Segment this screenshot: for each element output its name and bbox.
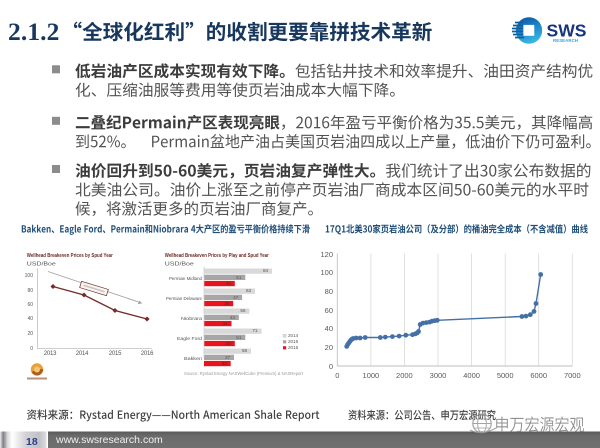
svg-text:Niobrara: Niobrara <box>181 316 202 322</box>
svg-text:Wellhead Breakeven Prices by P: Wellhead Breakeven Prices by Play and Sp… <box>165 253 270 259</box>
svg-text:RESEARCH: RESEARCH <box>553 38 579 43</box>
svg-text:Permian Midland: Permian Midland <box>169 276 202 282</box>
svg-text:Bakken: Bakken <box>184 356 202 362</box>
svg-text:Wellhead Breakeven Prices by S: Wellhead Breakeven Prices by Spud Year <box>27 253 114 259</box>
svg-text:USD/Boe: USD/Boe <box>27 262 56 268</box>
svg-text:USD/Boe: USD/Boe <box>165 262 194 268</box>
svg-text:Permian Delaware: Permian Delaware <box>166 296 202 302</box>
svg-text:Eagle Ford: Eagle Ford <box>177 336 202 342</box>
svg-text:SWS: SWS <box>547 21 587 41</box>
svg-text:Source: Rystad Energy NASWellC: Source: Rystad Energy NASWellCube (Premi… <box>184 371 304 377</box>
